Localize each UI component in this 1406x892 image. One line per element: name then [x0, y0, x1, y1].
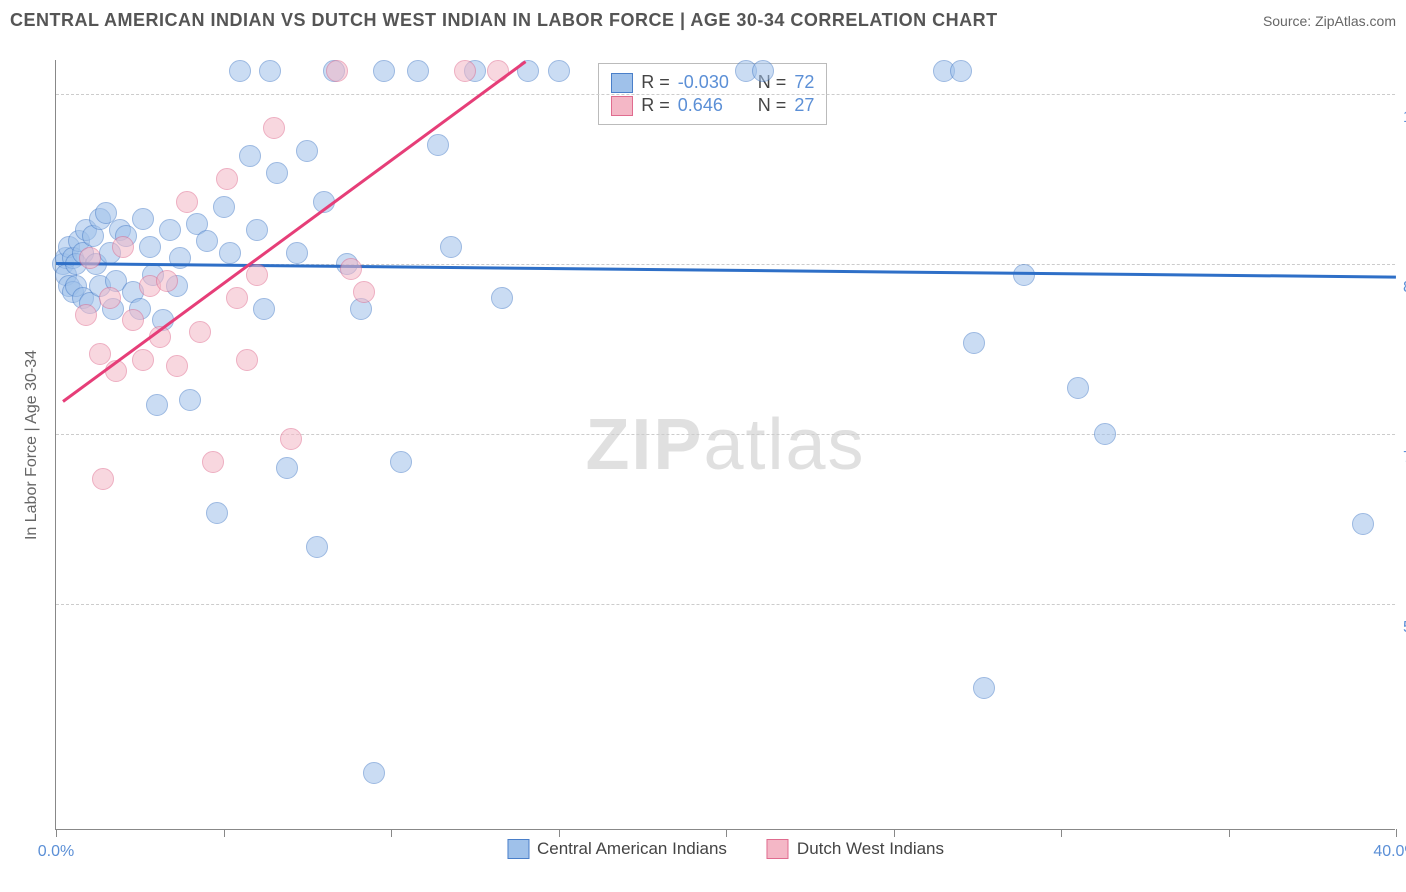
- data-point-central: [950, 60, 972, 82]
- r-label: R =: [641, 95, 670, 116]
- data-point-dutch: [156, 270, 178, 292]
- data-point-dutch: [454, 60, 476, 82]
- data-point-central: [266, 162, 288, 184]
- data-point-dutch: [216, 168, 238, 190]
- data-point-central: [246, 219, 268, 241]
- data-point-dutch: [75, 304, 97, 326]
- data-point-dutch: [79, 247, 101, 269]
- data-point-dutch: [176, 191, 198, 213]
- data-point-central: [306, 536, 328, 558]
- legend-swatch: [611, 96, 633, 116]
- data-point-central: [253, 298, 275, 320]
- n-value: 72: [794, 72, 814, 93]
- data-point-central: [229, 60, 251, 82]
- data-point-dutch: [340, 258, 362, 280]
- data-point-dutch: [122, 309, 144, 331]
- x-tick: [56, 829, 57, 837]
- data-point-central: [139, 236, 161, 258]
- r-label: R =: [641, 72, 670, 93]
- data-point-central: [159, 219, 181, 241]
- data-point-central: [132, 208, 154, 230]
- data-point-dutch: [353, 281, 375, 303]
- data-point-dutch: [226, 287, 248, 309]
- x-tick: [1061, 829, 1062, 837]
- data-point-dutch: [132, 349, 154, 371]
- legend-label: Dutch West Indians: [797, 839, 944, 859]
- data-point-dutch: [280, 428, 302, 450]
- gridline: [56, 434, 1395, 435]
- watermark-prefix: ZIP: [585, 405, 703, 485]
- n-value: 27: [794, 95, 814, 116]
- x-tick: [894, 829, 895, 837]
- source-attribution: Source: ZipAtlas.com: [1263, 13, 1396, 29]
- chart-title: CENTRAL AMERICAN INDIAN VS DUTCH WEST IN…: [10, 10, 998, 31]
- x-tick-label: 40.0%: [1373, 843, 1406, 861]
- data-point-central: [373, 60, 395, 82]
- data-point-dutch: [189, 321, 211, 343]
- gridline: [56, 94, 1395, 95]
- legend-item-central: Central American Indians: [507, 839, 727, 859]
- data-point-central: [1094, 423, 1116, 445]
- data-point-dutch: [246, 264, 268, 286]
- legend-label: Central American Indians: [537, 839, 727, 859]
- x-tick: [224, 829, 225, 837]
- legend-row-dutch: R = 0.646 N = 27: [611, 95, 814, 116]
- data-point-central: [963, 332, 985, 354]
- data-point-central: [296, 140, 318, 162]
- data-point-central: [276, 457, 298, 479]
- data-point-dutch: [202, 451, 224, 473]
- x-tick: [391, 829, 392, 837]
- x-tick-label: 0.0%: [38, 843, 74, 861]
- data-point-central: [1013, 264, 1035, 286]
- data-point-dutch: [112, 236, 134, 258]
- legend-swatch: [767, 839, 789, 859]
- data-point-central: [548, 60, 570, 82]
- data-point-central: [363, 762, 385, 784]
- gridline: [56, 604, 1395, 605]
- data-point-central: [196, 230, 218, 252]
- data-point-dutch: [326, 60, 348, 82]
- data-point-central: [1067, 377, 1089, 399]
- source-label: Source:: [1263, 13, 1315, 29]
- x-tick: [559, 829, 560, 837]
- data-point-central: [213, 196, 235, 218]
- data-point-central: [286, 242, 308, 264]
- data-point-dutch: [92, 468, 114, 490]
- scatter-plot-area: ZIPatlas R = -0.030N = 72R = 0.646 N = 27…: [55, 60, 1395, 830]
- legend-swatch: [507, 839, 529, 859]
- data-point-central: [973, 677, 995, 699]
- legend-row-central: R = -0.030N = 72: [611, 72, 814, 93]
- data-point-central: [179, 389, 201, 411]
- legend-item-dutch: Dutch West Indians: [767, 839, 944, 859]
- data-point-dutch: [236, 349, 258, 371]
- data-point-central: [146, 394, 168, 416]
- data-point-central: [259, 60, 281, 82]
- x-tick: [726, 829, 727, 837]
- x-tick: [1229, 829, 1230, 837]
- data-point-central: [1352, 513, 1374, 535]
- data-point-dutch: [99, 287, 121, 309]
- watermark-suffix: atlas: [703, 405, 865, 485]
- data-point-central: [390, 451, 412, 473]
- x-tick: [1396, 829, 1397, 837]
- data-point-dutch: [89, 343, 111, 365]
- data-point-central: [239, 145, 261, 167]
- data-point-central: [491, 287, 513, 309]
- data-point-dutch: [166, 355, 188, 377]
- data-point-central: [407, 60, 429, 82]
- data-point-central: [206, 502, 228, 524]
- data-point-central: [752, 60, 774, 82]
- y-axis-label: In Labor Force | Age 30-34: [23, 350, 41, 540]
- data-point-dutch: [263, 117, 285, 139]
- series-legend: Central American Indians Dutch West India…: [507, 839, 944, 859]
- n-label: N =: [758, 95, 787, 116]
- watermark: ZIPatlas: [585, 404, 865, 486]
- r-value: 0.646: [678, 95, 742, 116]
- data-point-central: [427, 134, 449, 156]
- r-value: -0.030: [678, 72, 742, 93]
- legend-swatch: [611, 73, 633, 93]
- source-value: ZipAtlas.com: [1315, 13, 1396, 29]
- data-point-central: [219, 242, 241, 264]
- data-point-central: [440, 236, 462, 258]
